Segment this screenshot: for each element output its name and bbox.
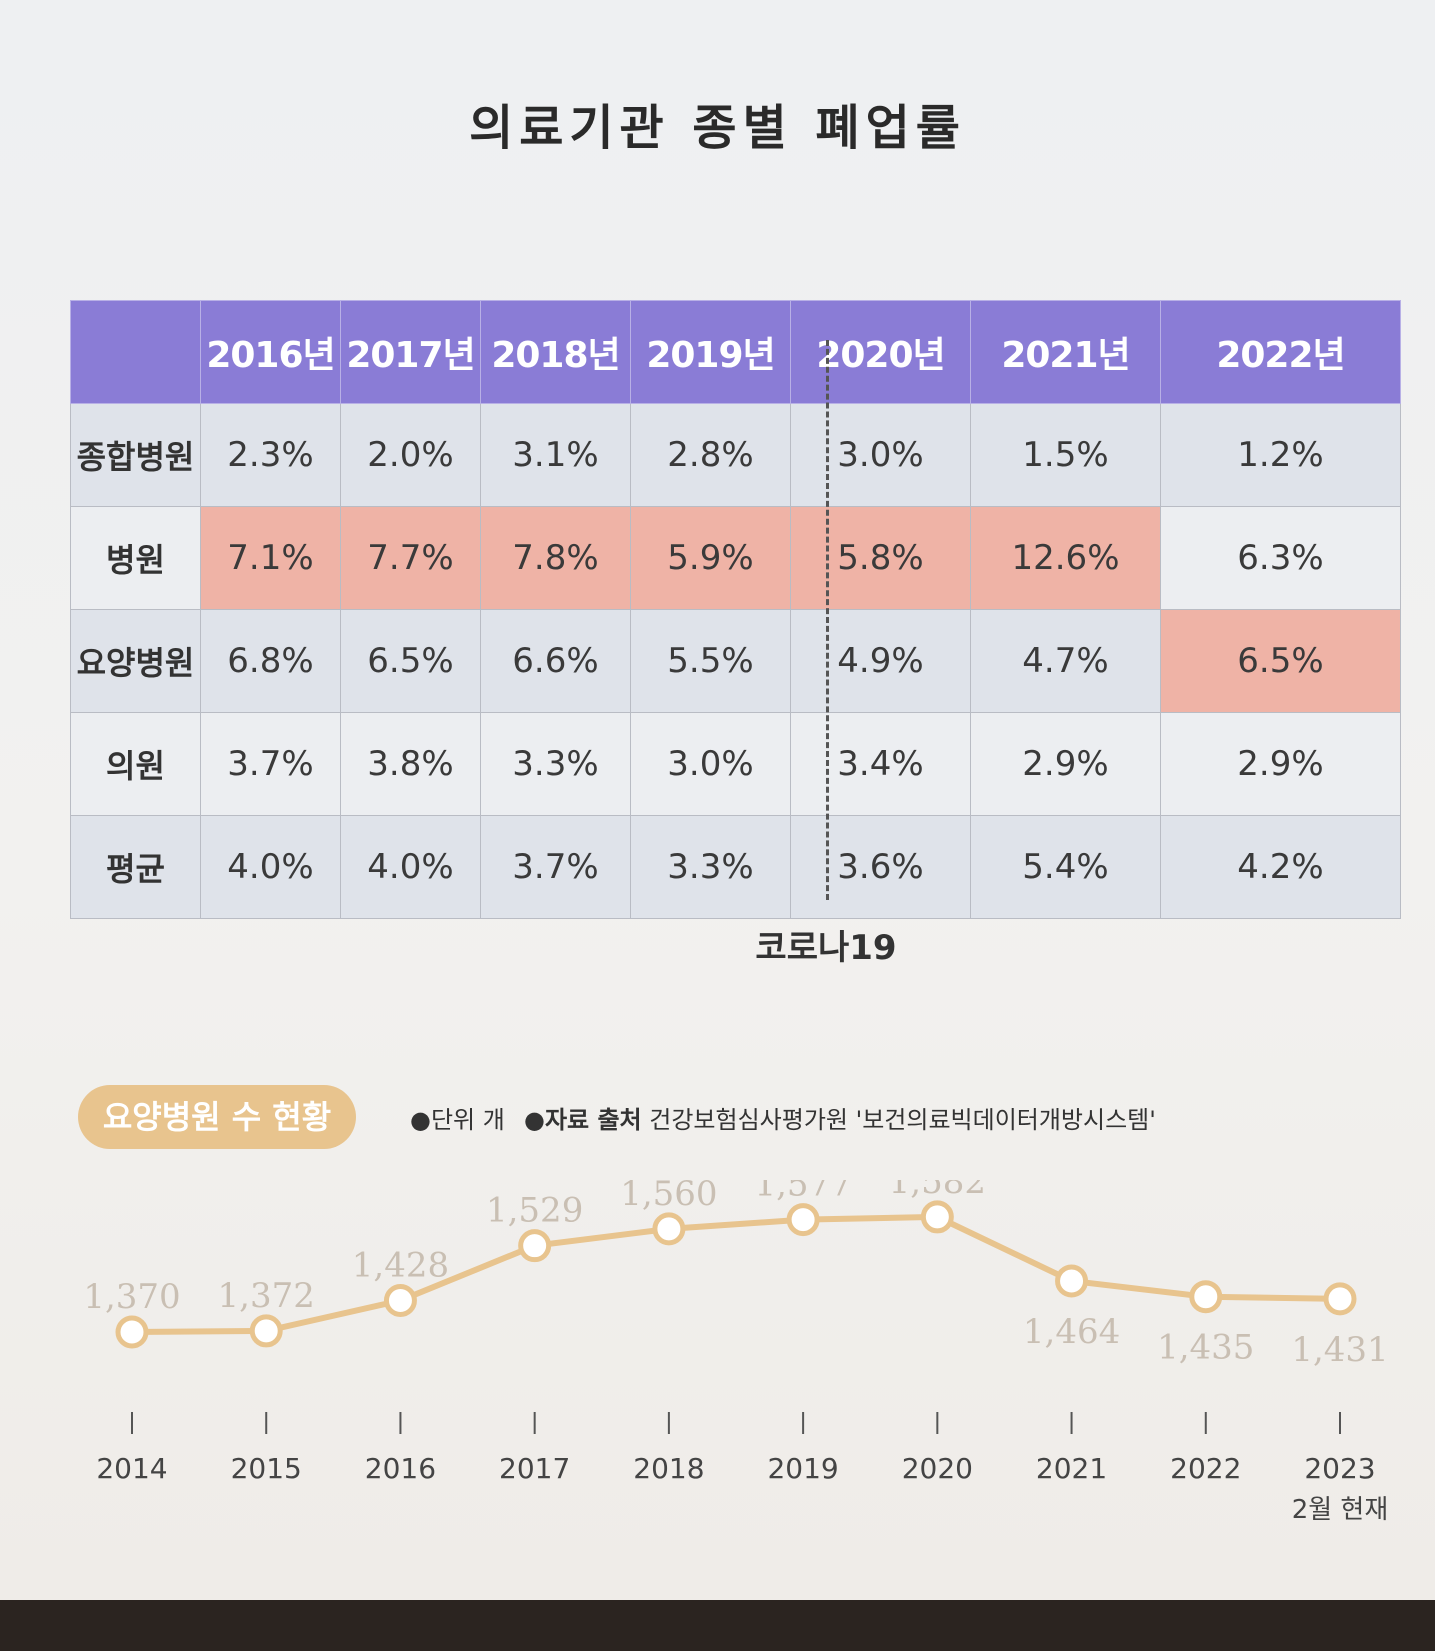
header-cell: 2020년 bbox=[790, 300, 971, 404]
table-cell: 4.2% bbox=[1160, 815, 1401, 919]
table-cell: 3.4% bbox=[790, 712, 971, 816]
data-point bbox=[1189, 1280, 1223, 1314]
table-cell-highlighted: 7.7% bbox=[340, 506, 481, 610]
table-cell: 6.6% bbox=[480, 609, 631, 713]
data-label: 1,464 bbox=[1023, 1312, 1120, 1352]
source-note-label: ●자료 출처 bbox=[524, 1106, 642, 1134]
row-label: 평균 bbox=[70, 815, 201, 919]
table-cell: 3.3% bbox=[630, 815, 791, 919]
table-cell-highlighted: 6.5% bbox=[1160, 609, 1401, 713]
table-cell: 3.7% bbox=[480, 815, 631, 919]
nursing-hospital-line-chart: 1,370 2014 1,372 2015 1,428 2016 1,529 2017 1,56… bbox=[83, 1180, 1389, 1525]
x-tick-label: 2017 bbox=[499, 1452, 570, 1485]
data-point bbox=[518, 1229, 552, 1263]
table-row: 병원 7.1% 7.7% 7.8% 5.9% 5.8% 12.6% 6.3% bbox=[70, 506, 1401, 610]
x-tick-label: 2015 bbox=[231, 1452, 302, 1485]
data-point bbox=[786, 1203, 820, 1237]
table-cell: 4.7% bbox=[970, 609, 1161, 713]
data-point bbox=[249, 1314, 283, 1348]
data-label: 1,428 bbox=[352, 1246, 449, 1286]
x-tick-label: 2021 bbox=[1036, 1452, 1107, 1485]
source-note: ●자료 출처 건강보험심사평가원 '보건의료빅데이터개방시스템' bbox=[524, 1100, 1156, 1135]
row-label: 요양병원 bbox=[70, 609, 201, 713]
table-cell-highlighted: 7.8% bbox=[480, 506, 631, 610]
data-label: 1,529 bbox=[486, 1191, 583, 1231]
table-cell: 2.8% bbox=[630, 403, 791, 507]
table-cell-highlighted: 5.8% bbox=[790, 506, 971, 610]
header-cell: 2021년 bbox=[970, 300, 1161, 404]
data-point bbox=[920, 1200, 954, 1234]
table-cell: 3.1% bbox=[480, 403, 631, 507]
table-cell: 5.4% bbox=[970, 815, 1161, 919]
last-category-note: 2월 현재 bbox=[1292, 1495, 1389, 1525]
data-label: 1,577 bbox=[754, 1180, 851, 1205]
table-cell: 6.5% bbox=[340, 609, 481, 713]
data-point bbox=[115, 1315, 149, 1349]
table-row: 의원 3.7% 3.8% 3.3% 3.0% 3.4% 2.9% 2.9% bbox=[70, 712, 1401, 816]
table-row: 종합병원 2.3% 2.0% 3.1% 2.8% 3.0% 1.5% 1.2% bbox=[70, 403, 1401, 507]
header-cell: 2018년 bbox=[480, 300, 631, 404]
table-cell: 5.5% bbox=[630, 609, 791, 713]
table-cell: 4.0% bbox=[200, 815, 341, 919]
table-row: 요양병원 6.8% 6.5% 6.6% 5.5% 4.9% 4.7% 6.5% bbox=[70, 609, 1401, 713]
row-label: 의원 bbox=[70, 712, 201, 816]
data-point bbox=[1055, 1264, 1089, 1298]
row-label: 병원 bbox=[70, 506, 201, 610]
header-cell: 2017년 bbox=[340, 300, 481, 404]
table-cell: 6.8% bbox=[200, 609, 341, 713]
slide: 의료기관 종별 폐업률 2016년 2017년 2018년 2019년 2020… bbox=[0, 0, 1435, 1600]
x-tick-label: 2019 bbox=[767, 1452, 838, 1485]
table-cell: 3.7% bbox=[200, 712, 341, 816]
x-tick-label: 2020 bbox=[902, 1452, 973, 1485]
x-tick-label: 2022 bbox=[1170, 1452, 1241, 1485]
covid-label: 코로나19 bbox=[755, 928, 897, 968]
header-cell bbox=[70, 300, 201, 404]
closure-rate-table: 2016년 2017년 2018년 2019년 2020년 2021년 2022… bbox=[70, 300, 1401, 919]
table-cell: 2.9% bbox=[1160, 712, 1401, 816]
table-cell-highlighted: 7.1% bbox=[200, 506, 341, 610]
table-cell: 3.0% bbox=[790, 403, 971, 507]
page-title: 의료기관 종별 폐업률 bbox=[469, 100, 966, 156]
table-cell: 3.6% bbox=[790, 815, 971, 919]
source-note-text: 건강보험심사평가원 '보건의료빅데이터개방시스템' bbox=[649, 1106, 1156, 1134]
x-tick-label: 2014 bbox=[96, 1452, 167, 1485]
table-cell: 4.0% bbox=[340, 815, 481, 919]
table-cell: 1.2% bbox=[1160, 403, 1401, 507]
table-cell: 3.0% bbox=[630, 712, 791, 816]
data-label: 1,431 bbox=[1291, 1330, 1388, 1370]
data-point bbox=[1323, 1282, 1357, 1316]
data-label: 1,582 bbox=[889, 1180, 986, 1202]
row-label: 종합병원 bbox=[70, 403, 201, 507]
table-cell: 2.9% bbox=[970, 712, 1161, 816]
table-row: 평균 4.0% 4.0% 3.7% 3.3% 3.6% 5.4% 4.2% bbox=[70, 815, 1401, 919]
header-cell: 2022년 bbox=[1160, 300, 1401, 404]
data-point bbox=[383, 1284, 417, 1318]
table-cell-highlighted: 12.6% bbox=[970, 506, 1161, 610]
covid-divider-line bbox=[826, 340, 829, 900]
table-cell: 2.0% bbox=[340, 403, 481, 507]
table-header-row: 2016년 2017년 2018년 2019년 2020년 2021년 2022… bbox=[70, 300, 1401, 404]
table-cell-highlighted: 5.9% bbox=[630, 506, 791, 610]
unit-note: ●단위 개 bbox=[410, 1106, 505, 1134]
table-cell: 2.3% bbox=[200, 403, 341, 507]
table-cell: 6.3% bbox=[1160, 506, 1401, 610]
table-cell: 4.9% bbox=[790, 609, 971, 713]
x-tick-label: 2016 bbox=[365, 1452, 436, 1485]
table-cell: 3.3% bbox=[480, 712, 631, 816]
x-tick-label: 2018 bbox=[633, 1452, 704, 1485]
data-label: 1,435 bbox=[1157, 1328, 1254, 1368]
table-cell: 1.5% bbox=[970, 403, 1161, 507]
data-label: 1,560 bbox=[620, 1180, 717, 1214]
header-cell: 2019년 bbox=[630, 300, 791, 404]
x-tick-label: 2023 bbox=[1304, 1452, 1375, 1485]
section-pill: 요양병원 수 현황 bbox=[78, 1085, 356, 1149]
data-label: 1,370 bbox=[83, 1277, 180, 1317]
data-point bbox=[652, 1212, 686, 1246]
series-line bbox=[131, 1213, 1341, 1335]
table-cell: 3.8% bbox=[340, 712, 481, 816]
header-cell: 2016년 bbox=[200, 300, 341, 404]
data-label: 1,372 bbox=[218, 1276, 315, 1316]
